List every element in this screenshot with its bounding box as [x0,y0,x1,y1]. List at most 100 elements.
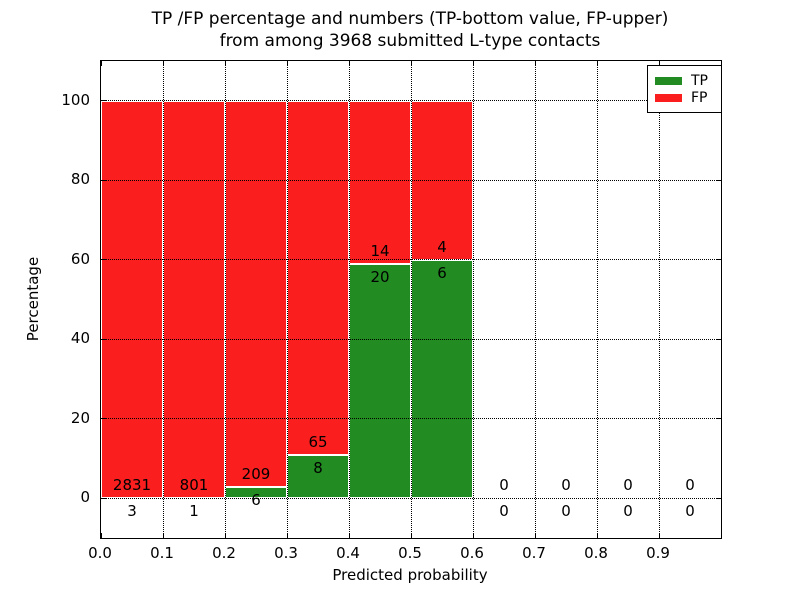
x-tickmark-bottom [410,533,412,538]
x-tickmark-top [658,61,660,66]
x-tick-label: 0.0 [88,544,112,562]
tp-count-label: 6 [437,263,447,282]
fp-count-label: 0 [499,476,509,495]
tp-count-label: 0 [685,502,695,521]
fp-count-label: 2831 [112,475,152,494]
y-tick-label: 40 [70,329,90,348]
x-tickmark-top [348,61,350,66]
tp-count-label: 8 [313,458,323,477]
y-tickmark-right [716,418,721,420]
x-tick-label: 0.6 [460,544,484,562]
x-tickmark-top [410,61,412,66]
x-tickmark-bottom [534,533,536,538]
y-tickmark-left [101,497,106,499]
fp-count-label: 0 [561,476,571,495]
horizontal-gridline [101,497,721,499]
fp-count-label: 209 [241,465,271,484]
vertical-gridline [534,61,536,538]
legend: TP FP [647,65,722,113]
x-tick-label: 0.4 [336,544,360,562]
y-tick-label: 80 [70,170,90,189]
x-tickmark-top [534,61,536,66]
fp-count-label: 0 [685,476,695,495]
x-tickmark-bottom [286,533,288,538]
legend-entry-fp: FP [655,89,721,106]
y-tick-label: 20 [70,408,90,427]
x-tick-label: 0.9 [646,544,670,562]
horizontal-gridline [101,100,721,102]
y-axis-label: Percentage [24,256,42,342]
tp-color-swatch-icon [655,76,682,85]
bar-number-labels-layer: 2831 3 801 1 209 6 65 8 14 20 4 6 0 0 0 0 0 0 0 0 [101,61,721,538]
vertical-gridline [658,61,660,538]
y-tickmark-left [101,100,106,102]
tp-count-label: 0 [561,502,571,521]
y-tickmark-right [716,338,721,340]
vertical-gridline [286,61,288,538]
gridlines-layer [101,61,721,538]
horizontal-gridline [101,259,721,261]
chart-title-line1: TP /FP percentage and numbers (TP-bottom… [151,9,669,29]
x-tick-label: 0.7 [522,544,546,562]
y-tickmark-right [716,497,721,499]
x-tick-label: 0.3 [274,544,298,562]
tp-count-label: 3 [127,501,137,520]
vertical-gridline [410,61,412,538]
fp-count-label: 65 [308,432,328,451]
fp-bar-segment [163,100,225,498]
x-tickmark-bottom [472,533,474,538]
x-tickmark-bottom [348,533,350,538]
y-tickmark-left [101,338,106,340]
fp-count-label: 801 [179,475,209,494]
tp-count-label: 6 [251,491,261,510]
x-tickmark-top [224,61,226,66]
y-tick-label: 60 [70,249,90,268]
y-tick-label: 0 [80,488,90,507]
y-tickmark-left [101,259,106,261]
x-tick-label: 0.2 [212,544,236,562]
tp-count-label: 20 [370,268,390,287]
x-tick-label: 0.1 [150,544,174,562]
x-tickmark-top [162,61,164,66]
vertical-gridline [472,61,474,538]
fp-bar-segment [349,100,411,265]
fp-color-swatch-icon [655,93,682,102]
vertical-gridline [596,61,598,538]
chart-title: TP /FP percentage and numbers (TP-bottom… [100,8,720,52]
fp-count-label: 4 [437,237,447,256]
x-tick-label: 0.5 [398,544,422,562]
y-tickmark-left [101,418,106,420]
fp-count-label: 14 [370,242,390,261]
tp-count-label: 0 [499,502,509,521]
legend-label-fp: FP [691,89,708,106]
fp-count-label: 0 [623,476,633,495]
x-tickmark-top [472,61,474,66]
tp-bar-segment [287,454,349,499]
x-tickmark-top [286,61,288,66]
legend-label-tp: TP [691,72,708,89]
y-tickmark-right [716,179,721,181]
horizontal-gridline [101,179,721,181]
tp-count-label: 1 [189,501,199,520]
vertical-gridline [162,61,164,538]
x-axis-label: Predicted probability [332,566,488,584]
x-tickmark-bottom [162,533,164,538]
vertical-gridline [348,61,350,538]
plot-area: 2831 3 801 1 209 6 65 8 14 20 4 6 0 0 0 0 0 0 0 0 TP FP [100,60,722,539]
tp-bar-segment [349,264,411,499]
x-tickmark-bottom [658,533,660,538]
chart-title-line2: from among 3968 submitted L-type contact… [219,31,601,51]
horizontal-gridline [101,418,721,420]
horizontal-gridline [101,338,721,340]
y-tickmark-left [101,179,106,181]
legend-entry-tp: TP [655,72,721,89]
x-tick-label: 0.8 [584,544,608,562]
vertical-gridline [224,61,226,538]
bars-layer [101,61,721,538]
fp-bar-segment [225,100,287,488]
fp-bar-segment [101,100,163,498]
x-tickmark-bottom [100,533,102,538]
y-tickmark-right [716,259,721,261]
fp-bar-segment [287,100,349,455]
